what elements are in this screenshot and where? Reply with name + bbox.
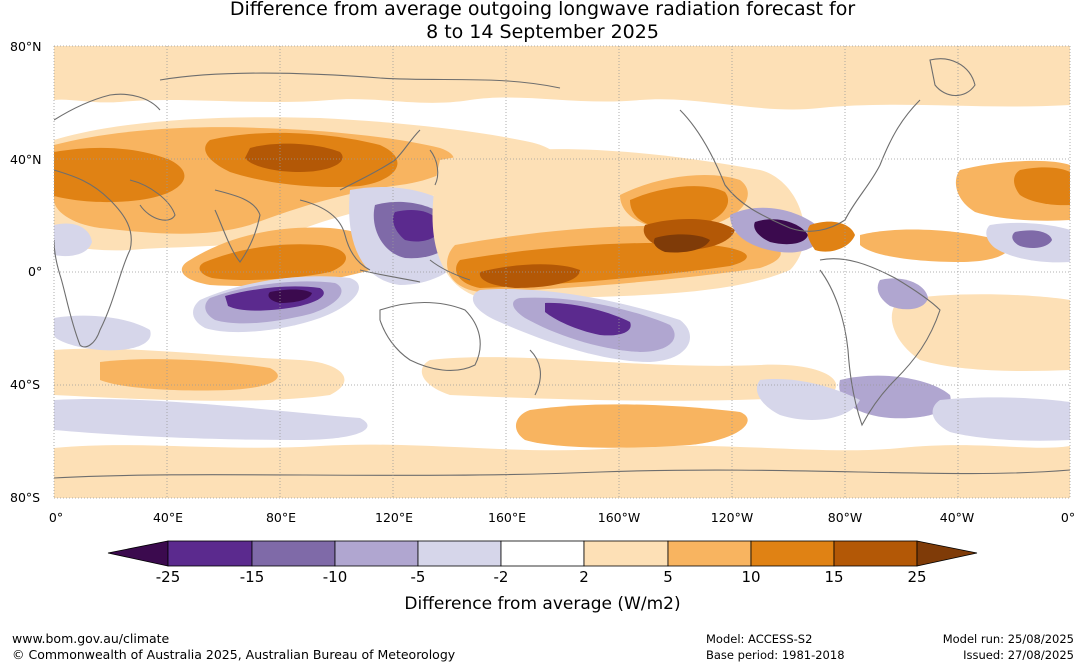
colorbar-tick-label: -5 — [410, 568, 426, 586]
coast-arabia — [129, 179, 176, 221]
coast-india — [214, 189, 261, 263]
coast-japan — [429, 149, 439, 186]
anomaly-asia-pos15 — [245, 143, 343, 172]
colorbar-tick-label: -15 — [239, 568, 265, 586]
anomaly-camerica-neg25 — [754, 219, 808, 245]
anomaly-natlantic-pos10 — [1014, 167, 1070, 206]
coast-se-asia — [299, 199, 371, 271]
lon-label-0-right: 0° — [1060, 510, 1076, 525]
coast-north-america — [679, 99, 921, 232]
coast-africa — [54, 169, 132, 348]
lon-label-40w: 40°W — [939, 510, 975, 525]
colorbar-title: Difference from average (W/m2) — [404, 594, 681, 614]
coast-greenland — [929, 58, 976, 97]
anomaly-north-band — [54, 46, 1070, 110]
anomaly-atlantic-neg10 — [1012, 230, 1052, 248]
coast-europe — [54, 93, 161, 121]
anomaly-southern-ocean — [100, 359, 278, 391]
lon-label-80w: 80°W — [827, 510, 863, 525]
colorbar-tick-label: 2 — [579, 568, 589, 586]
lat-label-equator: 0° — [28, 264, 43, 279]
coast-indonesia — [359, 259, 471, 283]
lat-label-80n: 80°N — [10, 39, 42, 54]
anomaly-fields — [54, 46, 1070, 498]
anomaly-pac-pos10 — [456, 186, 747, 288]
coast-new-zealand — [529, 349, 541, 396]
footer-model: Model: ACCESS-S2 — [706, 632, 813, 646]
anomaly-south-pacific — [421, 357, 837, 401]
colorbar-tick-label: -2 — [493, 568, 509, 586]
anomaly-caribbean-pos10 — [807, 221, 855, 252]
lon-label-120w: 120°W — [710, 510, 754, 525]
anomaly-atlantic-pos5 — [860, 229, 1008, 262]
anomaly-pac-pos25 — [653, 234, 710, 253]
map-title-line1: Difference from average outgoing longwav… — [229, 0, 856, 20]
lat-label-40n: 40°N — [10, 152, 42, 167]
anomaly-southern-ocean-neg2 — [54, 399, 368, 440]
lon-label-120e: 120°E — [374, 510, 414, 525]
footer-issued: Issued: 27/08/2025 — [963, 648, 1074, 662]
lon-label-80e: 80°E — [265, 510, 297, 525]
coast-antarctica — [54, 469, 1070, 479]
coast-russia — [159, 72, 561, 89]
coast-australia — [379, 301, 481, 371]
coast-china — [339, 129, 421, 191]
coastlines — [54, 58, 1070, 479]
anomaly-southern-atlantic-neg2 — [932, 397, 1070, 441]
lon-label-40e: 40°E — [152, 510, 184, 525]
colorbar-tick-label: -10 — [322, 568, 348, 586]
anomaly-argentina-neg5 — [839, 375, 951, 419]
anomaly-atlantic-south — [891, 294, 1070, 371]
coast-south-america — [819, 258, 941, 427]
colorbar-tick-label: 25 — [907, 568, 927, 586]
anomaly-wpac-neg15 — [393, 209, 440, 242]
anomaly-spcz-neg15 — [545, 302, 631, 336]
anomaly-indian-neg25 — [268, 289, 312, 303]
colorbar-tick-label: 15 — [824, 568, 844, 586]
colorbar-tick-label: 5 — [663, 568, 673, 586]
graticule — [53, 45, 1071, 499]
anomaly-samerica-neg5 — [877, 278, 928, 310]
anomaly-eastern-pacific-neg2 — [756, 379, 860, 420]
footer-copyright: © Commonwealth of Australia 2025, Austra… — [12, 647, 456, 662]
lon-label-0-left: 0° — [48, 510, 64, 525]
map-title-line2: 8 to 14 September 2025 — [426, 21, 659, 43]
colorbar-tick-label: -25 — [155, 568, 181, 586]
anomaly-south-pacific-core — [515, 404, 748, 448]
lat-label-80s: 80°S — [10, 490, 41, 505]
lon-label-160e: 160°E — [487, 510, 527, 525]
anomaly-africa-neg2 — [54, 223, 92, 257]
colorbar-tick-label: 10 — [741, 568, 761, 586]
anomaly-indian-pos10 — [199, 244, 347, 280]
lat-label-40s: 40°S — [10, 377, 41, 392]
footer-model-run: Model run: 25/08/2025 — [942, 632, 1074, 646]
footer-base-period: Base period: 1981-2018 — [706, 648, 845, 662]
footer-url[interactable]: www.bom.gov.au/climate — [12, 631, 170, 646]
lon-label-160w: 160°W — [597, 510, 641, 525]
anomaly-south-band — [54, 444, 1070, 498]
